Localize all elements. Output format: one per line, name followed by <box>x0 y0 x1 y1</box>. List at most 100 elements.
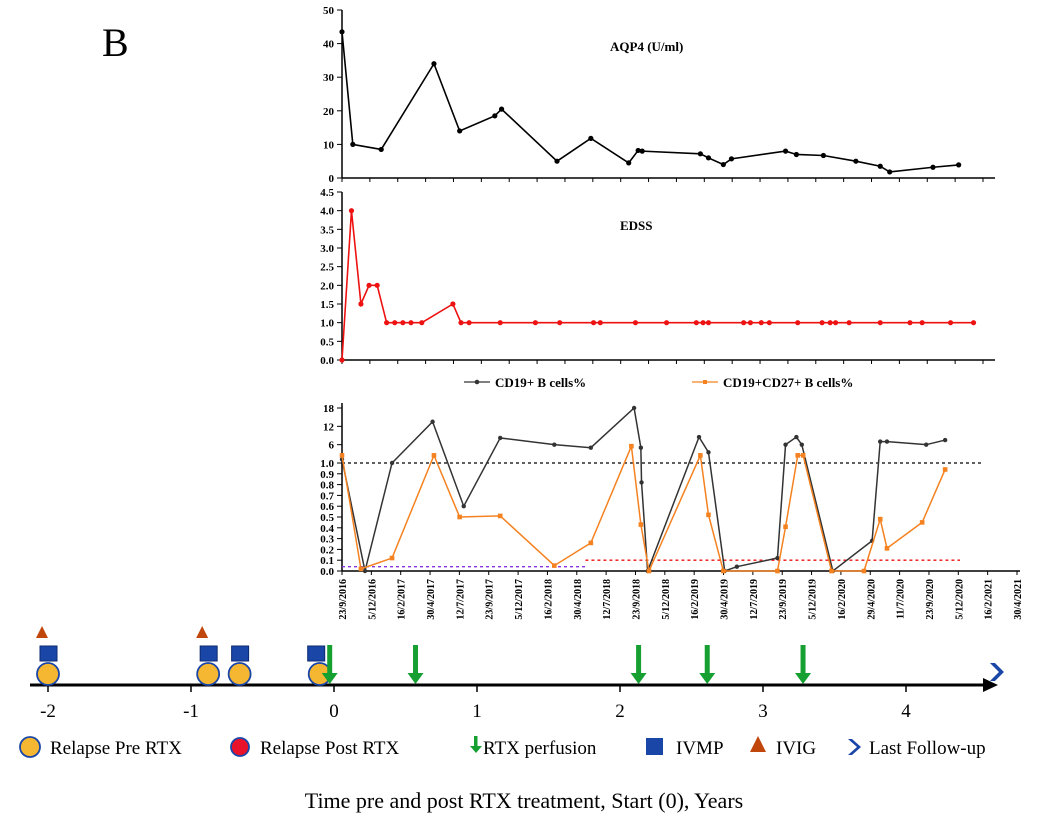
cd19-point <box>389 460 395 466</box>
edss-point <box>907 320 913 326</box>
cd19-point <box>942 437 948 443</box>
edss-y-tick-label: 2.0 <box>320 280 334 292</box>
aqp4-point <box>639 148 645 154</box>
rtx-perfusion-head <box>795 673 812 684</box>
cd19-point <box>498 435 503 441</box>
edss-line <box>341 210 974 361</box>
rtx-perfusion-icon <box>407 645 424 684</box>
rtx-perfusion-icon <box>795 645 812 684</box>
edss-point <box>947 320 954 326</box>
edss-point <box>358 301 364 307</box>
aqp4-point <box>588 135 594 141</box>
bcell-x-tick-label: 30/4/2021 <box>1013 579 1024 620</box>
bcell-x-tick-label: 16/2/2020 <box>837 579 848 620</box>
legend-relapse-pre-icon <box>19 736 41 758</box>
aqp4-point <box>697 151 703 157</box>
timeline-tick-label: -2 <box>40 701 56 722</box>
edss-point <box>450 301 456 307</box>
legend-relapse-post-label: Relapse Post RTX <box>260 738 400 759</box>
ivig-icon <box>36 626 48 638</box>
aqp4-title: AQP4 (U/ml) <box>610 39 683 54</box>
rtx-perfusion-shaft <box>800 645 806 675</box>
legend-cd1927-marker <box>703 380 707 384</box>
timeline-tick-label: 2 <box>615 701 625 722</box>
cd1927-point <box>800 453 806 458</box>
bcell-x-tick-label: 5/12/2019 <box>808 579 819 620</box>
aqp4-point <box>350 141 356 147</box>
aqp4-point <box>339 29 345 35</box>
aqp4-point <box>728 156 735 162</box>
aqp4-y-tick-label: 30 <box>323 72 335 84</box>
legend-ivmp-label: IVMP <box>676 738 724 759</box>
edss-point <box>392 320 398 326</box>
bcell-x-tick-label: 5/12/2016 <box>367 579 378 620</box>
edss-point <box>693 320 699 326</box>
timeline-tick-label: 4 <box>901 701 911 722</box>
cd19-point <box>924 442 929 447</box>
cd19-point <box>783 442 788 447</box>
edss-point <box>877 320 883 326</box>
cd1927-point <box>877 516 883 522</box>
bcell-x-tick-label: 30/4/2018 <box>573 579 584 620</box>
ivmp-icon <box>199 645 218 662</box>
edss-point <box>408 320 414 326</box>
cd1927-point <box>698 453 703 458</box>
cd1927-point <box>431 453 437 458</box>
bcell-x-tick-label: 16/2/2021 <box>984 579 995 620</box>
bcell-y-tick-label: 0.3 <box>320 534 334 546</box>
timeline-tick-label: -1 <box>183 701 199 722</box>
cd19-point <box>794 434 799 440</box>
ivmp-icon <box>39 645 58 662</box>
rtx-perfusion-shaft <box>327 645 333 675</box>
aqp4-point <box>930 164 936 170</box>
aqp4-y-tick-label: 10 <box>323 139 335 151</box>
edss-y-tick-label: 3.0 <box>320 243 334 255</box>
edss-y-tick-label: 0.5 <box>320 336 334 348</box>
edss-chart: 0.0 0.5 1.0 1.5 2.0 2.5 3.0 3.5 4.0 4.5 EDSS <box>320 187 995 367</box>
legend-rtx-icon <box>470 736 482 753</box>
ivig-icon <box>196 626 209 638</box>
edss-y-tick-label: 4.5 <box>320 187 334 199</box>
bcell-x-tick-label: 23/9/2020 <box>925 579 936 620</box>
cd1927-point <box>919 520 925 525</box>
edss-point <box>832 320 839 326</box>
bcell-x-tick-label: 12/7/2019 <box>749 579 760 620</box>
legend-ivig-icon <box>750 736 766 752</box>
bcell-x-tick-label: 11/7/2020 <box>896 579 907 619</box>
edss-point <box>597 320 603 326</box>
cd19-point <box>706 450 711 455</box>
edss-y-tick-label: 2.5 <box>320 262 334 274</box>
relapse-pre-rtx-icon <box>36 662 60 686</box>
panel-label: B <box>102 20 129 65</box>
cd19-point <box>884 439 890 444</box>
edss-point <box>819 320 825 326</box>
edss-point <box>366 282 372 288</box>
cd1927-point <box>646 568 652 574</box>
aqp4-point <box>782 148 789 154</box>
edss-point <box>458 320 464 326</box>
aqp4-point <box>554 158 560 164</box>
cd1927-point <box>552 563 557 568</box>
legend-ivig-label: IVIG <box>776 738 816 759</box>
edss-point <box>758 320 764 326</box>
cd1927-point <box>389 555 395 561</box>
timeline-arrowhead <box>983 678 998 692</box>
aqp4-point <box>626 160 632 166</box>
timeline-tick-label: 1 <box>472 701 482 722</box>
aqp4-y-tick-label: 50 <box>323 5 335 17</box>
cd19-point <box>878 439 883 444</box>
bcell-chart: 0.00.10.20.30.40.50.60.70.80.91.0 6 12 18 2… <box>320 403 1024 620</box>
cd1927-point <box>829 568 834 574</box>
bcell-x-tick-label: 29/4/2020 <box>866 579 877 620</box>
bcell-y-tick-label: 6 <box>329 440 335 452</box>
bcell-x-tick-label: 5/12/2018 <box>661 579 672 620</box>
legend-followup-icon <box>848 739 861 755</box>
cd1927-point <box>861 568 867 574</box>
edss-point <box>419 320 425 326</box>
edss-y-tick-label: 4.0 <box>320 206 334 218</box>
bcell-x-tick-label: 30/4/2019 <box>720 579 731 620</box>
edss-point <box>747 320 754 326</box>
aqp4-point <box>457 128 463 134</box>
aqp4-point <box>853 158 859 164</box>
